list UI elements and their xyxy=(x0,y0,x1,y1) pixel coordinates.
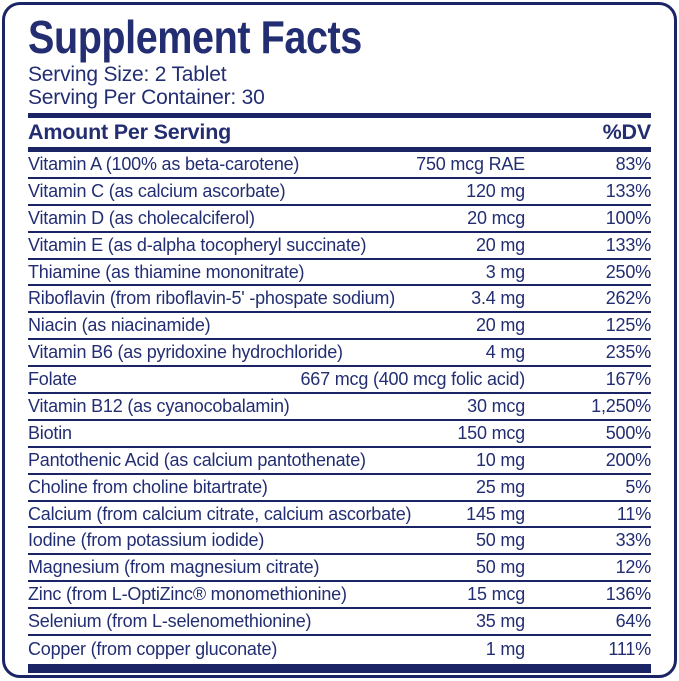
divider-bar-bottom xyxy=(28,663,651,673)
table-row: Pantothenic Acid (as calcium pantothenat… xyxy=(28,448,651,475)
table-column-header: Amount Per Serving %DV xyxy=(28,118,651,147)
nutrient-amount: 50 mg xyxy=(475,557,525,578)
table-row: Copper (from copper gluconate) 1 mg 111% xyxy=(28,636,651,663)
table-row: Zinc (from L-OptiZinc® monomethionine) 1… xyxy=(28,582,651,610)
table-row: Vitamin B6 (as pyridoxine hydrochloride)… xyxy=(28,340,651,368)
table-row: Vitamin C (as calcium ascorbate) 120 mg … xyxy=(28,179,651,206)
facts-table-body: Vitamin A (100% as beta-carotene) 750 mc… xyxy=(28,152,651,663)
column-header-dv: %DV xyxy=(602,120,652,144)
nutrient-dv: 83% xyxy=(615,153,652,174)
nutrient-amount: 30 mcg xyxy=(467,395,525,416)
nutrient-dv: 235% xyxy=(605,342,651,363)
nutrient-amount: 20 mcg xyxy=(467,207,525,228)
nutrient-amount: 20 mg xyxy=(475,315,525,336)
nutrient-dv: 136% xyxy=(605,584,651,605)
nutrient-dv: 125% xyxy=(605,315,651,336)
nutrient-amount: 667 mcg (400 mcg folic acid) xyxy=(300,369,526,390)
nutrient-amount: 25 mg xyxy=(475,476,525,497)
nutrient-amount: 10 mg xyxy=(475,449,525,470)
nutrient-dv: 133% xyxy=(605,234,651,255)
table-row: Niacin (as niacinamide) 20 mg 125% xyxy=(28,313,651,341)
table-row: Vitamin A (100% as beta-carotene) 750 mc… xyxy=(28,152,651,179)
table-row: Calcium (from calcium citrate, calcium a… xyxy=(28,502,651,529)
table-row: Choline from choline bitartrate) 25 mg 5… xyxy=(28,475,651,502)
nutrient-dv: 12% xyxy=(615,557,652,578)
nutrient-dv: 500% xyxy=(605,422,651,443)
nutrient-name: Riboflavin (from riboflavin-5' -phospate… xyxy=(28,288,395,309)
nutrient-name: Selenium (from L-selenomethionine) xyxy=(28,611,312,632)
nutrient-name: Vitamin C (as calcium ascorbate) xyxy=(28,180,286,201)
nutrient-dv: 262% xyxy=(605,288,651,309)
nutrient-dv: 100% xyxy=(605,207,651,228)
nutrient-dv: 250% xyxy=(605,261,651,282)
nutrient-dv: 1,250% xyxy=(591,395,651,416)
nutrient-dv: 167% xyxy=(605,369,651,390)
nutrient-amount: 4 mg xyxy=(485,342,525,363)
nutrient-dv: 133% xyxy=(605,180,651,201)
table-row: Thiamine (as thiamine mononitrate) 3 mg … xyxy=(28,260,651,287)
divider-bar-top xyxy=(28,113,651,118)
nutrient-name: Folate xyxy=(28,369,77,390)
nutrient-amount: 50 mg xyxy=(475,530,525,551)
column-header-amount: Amount Per Serving xyxy=(28,120,232,144)
nutrient-amount: 3 mg xyxy=(485,261,525,282)
table-row: Vitamin D (as cholecalciferol) 20 mcg 10… xyxy=(28,206,651,233)
panel-title: Supplement Facts xyxy=(28,11,362,63)
nutrient-dv: 111% xyxy=(608,638,651,659)
nutrient-amount: 145 mg xyxy=(466,503,525,524)
nutrient-name: Vitamin D (as cholecalciferol) xyxy=(28,207,255,228)
nutrient-dv: 11% xyxy=(616,503,651,524)
table-row: Riboflavin (from riboflavin-5' -phospate… xyxy=(28,286,651,314)
table-row: Vitamin E (as d-alpha tocopheryl succina… xyxy=(28,233,651,260)
nutrient-name: Magnesium (from magnesium citrate) xyxy=(28,557,320,578)
nutrient-name: Calcium (from calcium citrate, calcium a… xyxy=(28,503,412,524)
nutrient-name: Choline from choline bitartrate) xyxy=(28,476,268,497)
nutrient-name: Vitamin A (100% as beta-carotene) xyxy=(28,153,300,174)
nutrient-amount: 3.4 mg xyxy=(471,288,525,309)
table-row: Selenium (from L-selenomethionine) 35 mg… xyxy=(28,609,652,637)
serving-info: Serving Size: 2 Tablet Serving Per Conta… xyxy=(28,63,651,109)
nutrient-name: Vitamin B6 (as pyridoxine hydrochloride) xyxy=(28,342,343,363)
nutrient-amount: 15 mcg xyxy=(467,584,525,605)
nutrient-name: Pantothenic Acid (as calcium pantothenat… xyxy=(28,449,366,470)
nutrient-name: Copper (from copper gluconate) xyxy=(28,638,278,659)
nutrient-dv: 5% xyxy=(625,476,651,497)
nutrient-name: Thiamine (as thiamine mononitrate) xyxy=(28,261,305,282)
nutrient-dv: 33% xyxy=(615,530,652,551)
nutrient-dv: 200% xyxy=(605,449,651,470)
nutrient-name: Vitamin E (as d-alpha tocopheryl succina… xyxy=(28,234,367,255)
table-row: Magnesium (from magnesium citrate) 50 mg… xyxy=(28,555,652,583)
nutrient-dv: 64% xyxy=(615,611,652,632)
table-row: Vitamin B12 (as cyanocobalamin) 30 mcg 1… xyxy=(28,394,651,421)
table-row: Folate 667 mcg (400 mcg folic acid) 167% xyxy=(28,367,651,395)
divider-bar-below-header xyxy=(28,147,651,152)
nutrient-name: Iodine (from potassium iodide) xyxy=(28,530,265,551)
nutrient-name: Vitamin B12 (as cyanocobalamin) xyxy=(28,395,290,416)
nutrient-name: Niacin (as niacinamide) xyxy=(28,315,211,336)
nutrient-amount: 150 mcg xyxy=(457,422,525,443)
nutrient-amount: 1 mg xyxy=(485,638,525,659)
nutrient-amount: 750 mcg RAE xyxy=(416,153,525,174)
nutrient-amount: 120 mg xyxy=(466,180,525,201)
nutrient-amount: 20 mg xyxy=(475,234,525,255)
serving-size: Serving Size: 2 Tablet xyxy=(28,63,227,86)
serving-per-container: Serving Per Container: 30 xyxy=(28,85,265,109)
nutrient-amount: 35 mg xyxy=(475,611,525,632)
table-row: Biotin 150 mcg 500% xyxy=(28,421,651,448)
nutrient-name: Biotin xyxy=(28,422,72,443)
nutrient-name: Zinc (from L-OptiZinc® monomethionine) xyxy=(28,584,347,605)
table-row: Iodine (from potassium iodide) 50 mg 33% xyxy=(28,528,652,556)
